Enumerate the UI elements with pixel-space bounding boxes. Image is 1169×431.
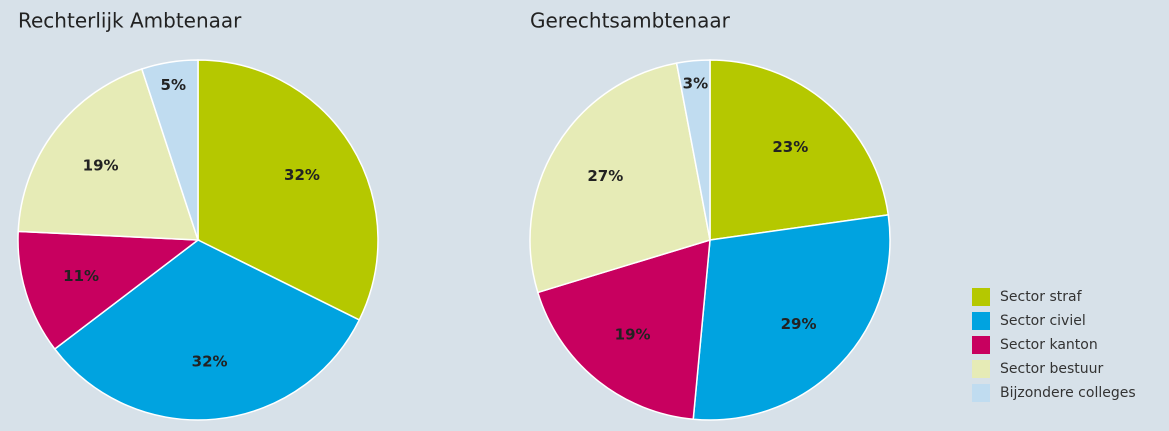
pie-slice bbox=[709, 59, 890, 241]
data-label: 23% bbox=[772, 138, 808, 156]
legend-label: Sector bestuur bbox=[1000, 361, 1103, 377]
pie-slice bbox=[675, 59, 711, 241]
data-label: 29% bbox=[781, 315, 817, 333]
pie-slice bbox=[529, 62, 711, 294]
data-label: 11% bbox=[63, 267, 99, 285]
chart-title: Gerechtsambtenaar bbox=[530, 9, 731, 33]
data-label: 5% bbox=[161, 76, 186, 94]
pie-slice bbox=[536, 238, 711, 421]
legend-label: Sector civiel bbox=[1000, 313, 1086, 329]
pie-slice bbox=[53, 239, 361, 421]
legend-label: Sector kanton bbox=[1000, 337, 1098, 353]
data-label: 19% bbox=[83, 156, 119, 174]
pie-slice bbox=[17, 230, 201, 351]
legend-label: Sector straf bbox=[1000, 289, 1083, 305]
pie-slice bbox=[17, 68, 200, 241]
legend-swatch bbox=[972, 336, 990, 354]
legend-swatch bbox=[972, 384, 990, 402]
legend-label: Bijzondere colleges bbox=[1000, 385, 1136, 401]
data-label: 3% bbox=[683, 75, 708, 93]
chart-title: Rechterlijk Ambtenaar bbox=[18, 9, 242, 33]
pie-slice bbox=[197, 59, 379, 321]
data-label: 32% bbox=[284, 166, 320, 184]
legend-swatch bbox=[972, 312, 990, 330]
pie-slice bbox=[140, 59, 199, 241]
data-label: 32% bbox=[192, 352, 228, 370]
legend-swatch bbox=[972, 288, 990, 306]
data-label: 27% bbox=[587, 167, 623, 185]
data-label: 19% bbox=[615, 325, 651, 343]
pie-slice bbox=[692, 214, 891, 421]
legend-swatch bbox=[972, 360, 990, 378]
